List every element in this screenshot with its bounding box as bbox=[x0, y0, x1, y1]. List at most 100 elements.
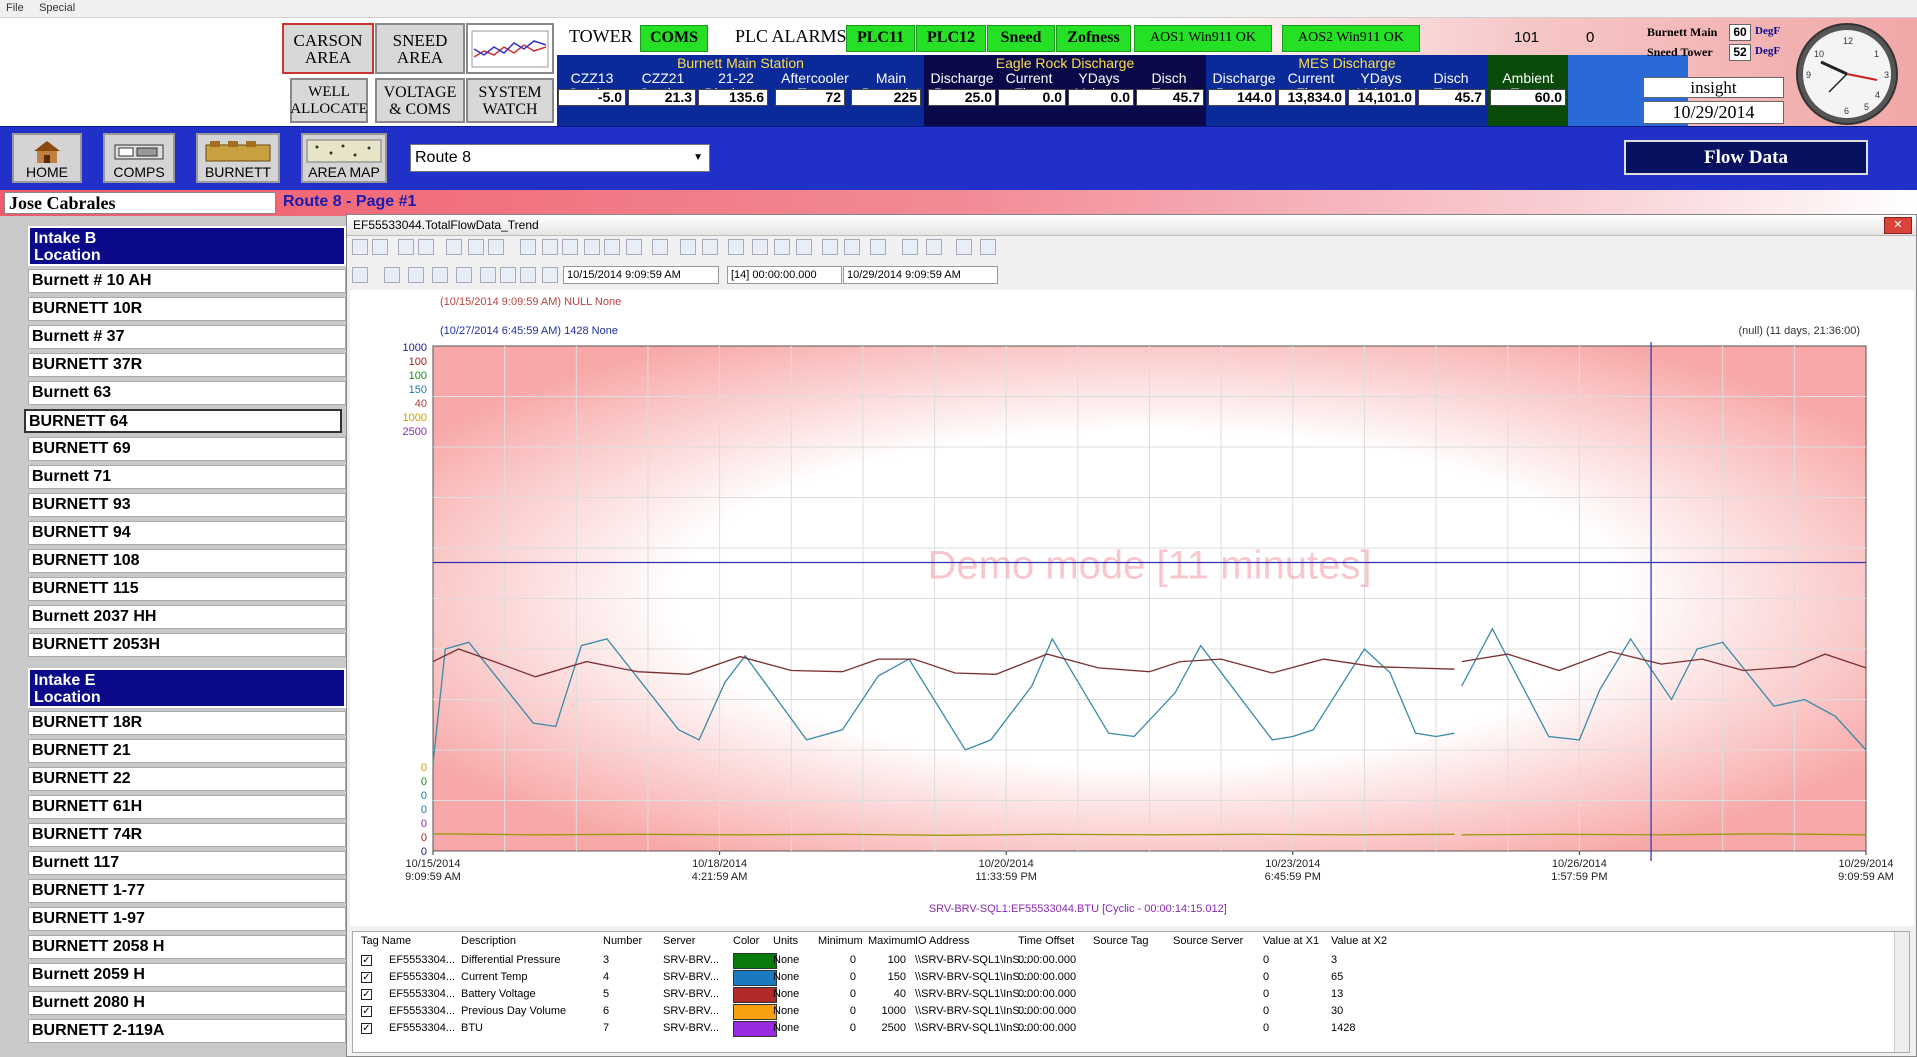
end-time-field[interactable]: 10/29/2014 9:09:59 AM bbox=[843, 266, 998, 284]
plc12-status[interactable]: PLC12 bbox=[916, 25, 986, 52]
plc11-status[interactable]: PLC11 bbox=[846, 25, 915, 52]
location-item[interactable]: Burnett 2080 H bbox=[28, 991, 346, 1015]
location-item[interactable]: BURNETT 115 bbox=[28, 577, 346, 601]
location-item[interactable]: BURNETT 74R bbox=[28, 823, 346, 847]
navigation-tool-icon[interactable] bbox=[542, 267, 558, 283]
location-item[interactable]: BURNETT 2058 H bbox=[28, 935, 346, 959]
table-header[interactable]: Maximum bbox=[868, 935, 916, 947]
close-icon[interactable]: ✕ bbox=[1884, 217, 1912, 234]
tag-legend-table[interactable]: Tag Name Description Number Server Color Unit… bbox=[352, 931, 1910, 1053]
trend-thumbnail-button[interactable] bbox=[466, 23, 554, 74]
toolbar-tool-icon[interactable] bbox=[774, 239, 790, 255]
location-item[interactable]: BURNETT 94 bbox=[28, 521, 346, 545]
table-header[interactable]: Source Tag bbox=[1093, 935, 1149, 947]
location-item[interactable]: BURNETT 2-119A bbox=[28, 1019, 346, 1043]
navigation-tool-icon[interactable] bbox=[432, 267, 448, 283]
navigation-tool-icon[interactable] bbox=[352, 267, 368, 283]
table-header[interactable]: Tag Name bbox=[361, 935, 412, 947]
trend-plot-area[interactable]: Demo mode [11 minutes] (10/15/2014 9:09:5… bbox=[350, 290, 1914, 926]
toolbar-tool-icon[interactable] bbox=[796, 239, 812, 255]
duration-field[interactable]: [14] 00:00:00.000 bbox=[727, 266, 842, 284]
toolbar-tool-icon[interactable] bbox=[902, 239, 918, 255]
table-header[interactable]: Units bbox=[773, 935, 799, 947]
carson-area-button[interactable]: CARSON AREA bbox=[282, 23, 374, 74]
toolbar-tool-icon[interactable] bbox=[680, 239, 696, 255]
flow-data-button[interactable]: Flow Data bbox=[1624, 140, 1868, 175]
table-header[interactable]: Color bbox=[733, 935, 760, 947]
table-header[interactable]: Time Offset bbox=[1018, 935, 1075, 947]
navigation-tool-icon[interactable] bbox=[384, 267, 400, 283]
location-item[interactable]: Burnett 117 bbox=[28, 851, 346, 875]
toolbar-tool-icon[interactable] bbox=[702, 239, 718, 255]
toolbar-tool-icon[interactable] bbox=[520, 239, 536, 255]
toolbar-tool-icon[interactable] bbox=[870, 239, 886, 255]
location-item[interactable]: Burnett 71 bbox=[28, 465, 346, 489]
burnett-button[interactable]: BURNETT bbox=[196, 133, 280, 183]
navigation-tool-icon[interactable] bbox=[500, 267, 516, 283]
voltage-coms-button[interactable]: VOLTAGE & COMS bbox=[375, 78, 465, 123]
menu-file[interactable]: File bbox=[6, 2, 24, 14]
location-item[interactable]: Burnett # 37 bbox=[28, 325, 346, 349]
location-item[interactable]: BURNETT 93 bbox=[28, 493, 346, 517]
comps-button[interactable]: COMPS bbox=[103, 133, 175, 183]
toolbar-tool-icon[interactable] bbox=[488, 239, 504, 255]
location-item[interactable]: BURNETT 21 bbox=[28, 739, 346, 763]
table-header[interactable]: Number bbox=[603, 935, 643, 947]
route-select[interactable]: Route 8 ▼ bbox=[410, 144, 710, 172]
sneed-status[interactable]: Sneed bbox=[987, 25, 1055, 52]
menu-special[interactable]: Special bbox=[39, 2, 76, 14]
location-item[interactable]: BURNETT 69 bbox=[28, 437, 346, 461]
toolbar-tool-icon[interactable] bbox=[446, 239, 462, 255]
navigation-tool-icon[interactable] bbox=[480, 267, 496, 283]
coms-status[interactable]: COMS bbox=[640, 25, 708, 52]
location-item[interactable]: BURNETT 1-77 bbox=[28, 879, 346, 903]
toolbar-tool-icon[interactable] bbox=[822, 239, 838, 255]
toolbar-tool-icon[interactable] bbox=[956, 239, 972, 255]
table-header[interactable]: Source Server bbox=[1173, 935, 1244, 947]
table-header[interactable]: Value at X2 bbox=[1331, 935, 1388, 947]
navigation-tool-icon[interactable] bbox=[456, 267, 472, 283]
series-color-swatch[interactable] bbox=[733, 987, 777, 1003]
location-item[interactable]: Burnett # 10 AH bbox=[28, 269, 346, 293]
location-item[interactable]: Burnett 2037 HH bbox=[28, 605, 346, 629]
toolbar-tool-icon[interactable] bbox=[542, 239, 558, 255]
row-checkbox[interactable]: ✓ bbox=[361, 972, 372, 983]
area-map-button[interactable]: AREA MAP bbox=[301, 133, 387, 183]
toolbar-tool-icon[interactable] bbox=[652, 239, 668, 255]
aos1-status[interactable]: AOS1 Win911 OK bbox=[1134, 25, 1272, 52]
toolbar-tool-icon[interactable] bbox=[562, 239, 578, 255]
location-item[interactable]: Burnett 63 bbox=[28, 381, 346, 405]
toolbar-tool-icon[interactable] bbox=[584, 239, 600, 255]
toolbar-tool-icon[interactable] bbox=[352, 239, 368, 255]
toolbar-tool-icon[interactable] bbox=[844, 239, 860, 255]
sneed-area-button[interactable]: SNEED AREA bbox=[375, 23, 465, 74]
start-time-field[interactable]: 10/15/2014 9:09:59 AM bbox=[563, 266, 719, 284]
system-watch-button[interactable]: SYSTEM WATCH bbox=[466, 78, 554, 123]
series-color-swatch[interactable] bbox=[733, 1021, 777, 1037]
location-item[interactable]: BURNETT 2053H bbox=[28, 633, 346, 657]
toolbar-tool-icon[interactable] bbox=[398, 239, 414, 255]
row-checkbox[interactable]: ✓ bbox=[361, 955, 372, 966]
location-item[interactable]: BURNETT 1-97 bbox=[28, 907, 346, 931]
toolbar-tool-icon[interactable] bbox=[418, 239, 434, 255]
row-checkbox[interactable]: ✓ bbox=[361, 1023, 372, 1034]
row-checkbox[interactable]: ✓ bbox=[361, 1006, 372, 1017]
zofness-status[interactable]: Zofness bbox=[1056, 25, 1131, 52]
series-color-swatch[interactable] bbox=[733, 953, 777, 969]
location-item[interactable]: Burnett 2059 H bbox=[28, 963, 346, 987]
table-header[interactable]: IO Address bbox=[915, 935, 970, 947]
toolbar-tool-icon[interactable] bbox=[626, 239, 642, 255]
table-header[interactable]: Description bbox=[461, 935, 517, 947]
toolbar-tool-icon[interactable] bbox=[604, 239, 620, 255]
location-item[interactable]: BURNETT 22 bbox=[28, 767, 346, 791]
toolbar-tool-icon[interactable] bbox=[468, 239, 484, 255]
location-item[interactable]: BURNETT 108 bbox=[28, 549, 346, 573]
series-color-swatch[interactable] bbox=[733, 1004, 777, 1020]
toolbar-tool-icon[interactable] bbox=[926, 239, 942, 255]
location-item[interactable]: BURNETT 37R bbox=[28, 353, 346, 377]
table-header[interactable]: Server bbox=[663, 935, 696, 947]
location-item[interactable]: BURNETT 18R bbox=[28, 711, 346, 735]
toolbar-tool-icon[interactable] bbox=[372, 239, 388, 255]
table-header[interactable]: Minimum bbox=[818, 935, 863, 947]
home-button[interactable]: HOME bbox=[12, 133, 82, 183]
